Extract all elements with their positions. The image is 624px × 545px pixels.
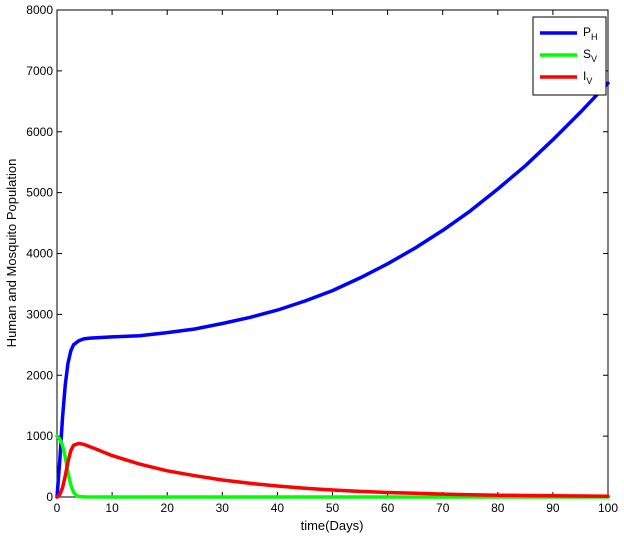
x-tick-label: 30: [216, 501, 230, 515]
x-tick-label: 80: [491, 501, 505, 515]
x-axis-label: time(Days): [301, 518, 364, 533]
series-layer: [55, 81, 610, 499]
series-line-iv: [55, 441, 610, 499]
legend-label: IV: [583, 69, 592, 86]
legend-label: PH: [583, 25, 598, 42]
y-tick-label: 5000: [26, 186, 53, 200]
x-tick-label: 0: [54, 501, 61, 515]
y-tick-label: 3000: [26, 307, 53, 321]
y-tick-label: 2000: [26, 368, 53, 382]
x-tick-label: 20: [161, 501, 175, 515]
x-tick-label: 60: [381, 501, 395, 515]
x-tick-label: 40: [271, 501, 285, 515]
y-tick-label: 4000: [26, 247, 53, 261]
x-tick-label: 10: [105, 501, 119, 515]
legend-label: SV: [583, 47, 597, 64]
x-tick-label: 70: [436, 501, 450, 515]
y-axis-label: Human and Mosquito Population: [4, 159, 19, 348]
y-tick-label: 6000: [26, 125, 53, 139]
axis-ticks: 0 10 20 30 40 50 60 70 80 90 100010002000300040005…: [26, 3, 618, 515]
y-tick-label: 8000: [26, 3, 53, 17]
legend: PH SV IV: [532, 16, 607, 96]
x-tick-label: 90: [546, 501, 560, 515]
series-line-sv: [55, 434, 610, 499]
plot-area: [56, 9, 609, 498]
y-tick-label: 1000: [26, 429, 53, 443]
x-tick-label: 50: [326, 501, 340, 515]
y-tick-label: 7000: [26, 64, 53, 78]
series-line-ph: [55, 81, 610, 499]
y-tick-label: 0: [46, 490, 53, 504]
x-tick-label: 100: [598, 501, 618, 515]
